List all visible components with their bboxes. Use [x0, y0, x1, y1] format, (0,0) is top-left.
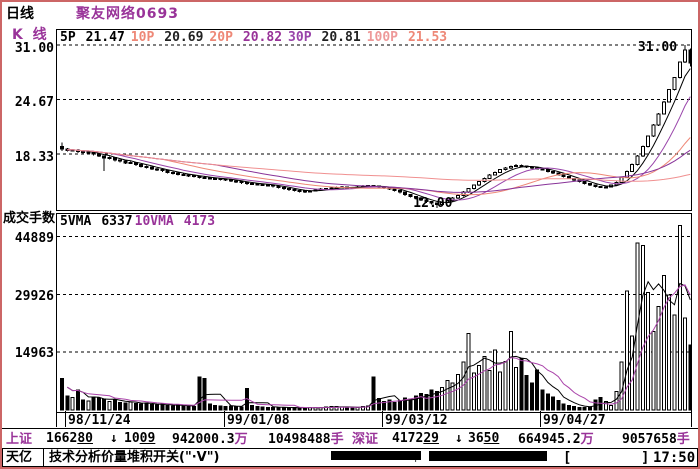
ma20-value: 20.82: [242, 30, 283, 45]
x-date-label: 98/11/24: [68, 413, 131, 428]
app-name: 天亿: [6, 450, 33, 465]
ma30-label: 30P: [288, 30, 312, 45]
price-tick-2467: 24.67: [14, 95, 54, 110]
ma20-label: 20P: [209, 30, 233, 45]
bracket-open: [: [563, 450, 572, 466]
svg-text:12.00: 12.00: [413, 196, 452, 210]
shenzhen-index-change: 3650: [468, 431, 500, 446]
shanghai-volume: 10498488手: [268, 432, 344, 447]
x-axis-tick: [56, 411, 57, 427]
index-status-bar: 上证 166280 ↓ 1009 942000.3万 10498488手 深证 …: [2, 428, 698, 449]
clock: 17:50: [653, 450, 696, 466]
vma10-label: 10VMA: [134, 214, 174, 229]
ma30-value: 20.81: [321, 30, 361, 45]
volume-chart-pane[interactable]: 5VMA 6337 10VMA 4173: [56, 213, 692, 413]
vma10-value: 4173: [183, 214, 216, 229]
ma-legend-row: 5P 21.47 10P 20.69 20P 20.82 30P 20.81 1…: [60, 31, 453, 45]
vma5-label: 5VMA: [60, 214, 92, 229]
shanghai-index-change: 1009: [124, 431, 156, 446]
x-date-label: 99/01/08: [227, 413, 290, 428]
progress-bar-2: [429, 451, 547, 461]
price-chart-pane[interactable]: 12.00 31.00 5P 21.47 10P 20.69 20P 20.82 …: [56, 29, 692, 211]
volume-tick-44889: 44889: [14, 231, 54, 246]
shenzhen-index-value: 417229: [392, 431, 439, 446]
stock-name: 聚友网络0693: [76, 6, 179, 22]
shanghai-amount: 942000.3万: [172, 432, 248, 447]
shanghai-index-label: 上证: [6, 432, 33, 447]
vma5-value: 6337: [101, 214, 133, 229]
x-axis-tick: [65, 411, 66, 427]
ma100-label: 100P: [366, 30, 398, 45]
divider: [43, 449, 44, 466]
shenzhen-amount: 664945.2万: [518, 432, 594, 447]
up-arrow-icon: ↑: [413, 455, 419, 465]
volume-chart: [57, 224, 691, 411]
ma5-label: 5P: [60, 30, 76, 45]
x-date-label: 99/03/12: [385, 413, 448, 428]
x-axis-tick: [540, 411, 541, 427]
progress-bar-1: [331, 451, 421, 460]
ma10-value: 20.69: [164, 30, 204, 45]
shenzhen-index-label: 深证: [352, 432, 379, 447]
ma100-value: 21.53: [407, 30, 448, 45]
x-date-label: 99/04/27: [543, 413, 606, 428]
x-axis-tick: [691, 411, 692, 427]
x-axis-tick: [224, 411, 225, 427]
shanghai-index-value: 166280: [46, 431, 93, 446]
volume-pane-title: 成交手数: [3, 211, 56, 226]
bracket-close: ]: [641, 450, 650, 466]
period-label[interactable]: 日线: [6, 6, 34, 22]
ma5-value: 21.47: [85, 30, 125, 45]
volume-tick-29926: 29926: [14, 289, 54, 304]
price-tick-31: 31.00: [14, 41, 54, 56]
down-arrow-icon: ↓: [110, 431, 118, 446]
vma-legend-row: 5VMA 6337 10VMA 4173: [60, 215, 221, 229]
shenzhen-volume: 9057658手: [622, 432, 690, 447]
price-tick-1833: 18.33: [14, 150, 54, 165]
bottom-command-bar: 天亿 技术分析价量堆积开关("·V") ↑ [ ] 17:50: [2, 448, 698, 467]
volume-tick-14963: 14963: [14, 346, 54, 361]
candlestick-chart: 12.00 31.00: [57, 40, 691, 210]
x-axis-tick: [382, 411, 383, 427]
down-arrow-icon: ↓: [455, 431, 463, 446]
command-message: 技术分析价量堆积开关("·V"): [49, 450, 220, 465]
ma10-label: 10P: [130, 30, 155, 45]
svg-text:31.00: 31.00: [638, 40, 677, 55]
kline-label: K 线: [12, 27, 47, 43]
